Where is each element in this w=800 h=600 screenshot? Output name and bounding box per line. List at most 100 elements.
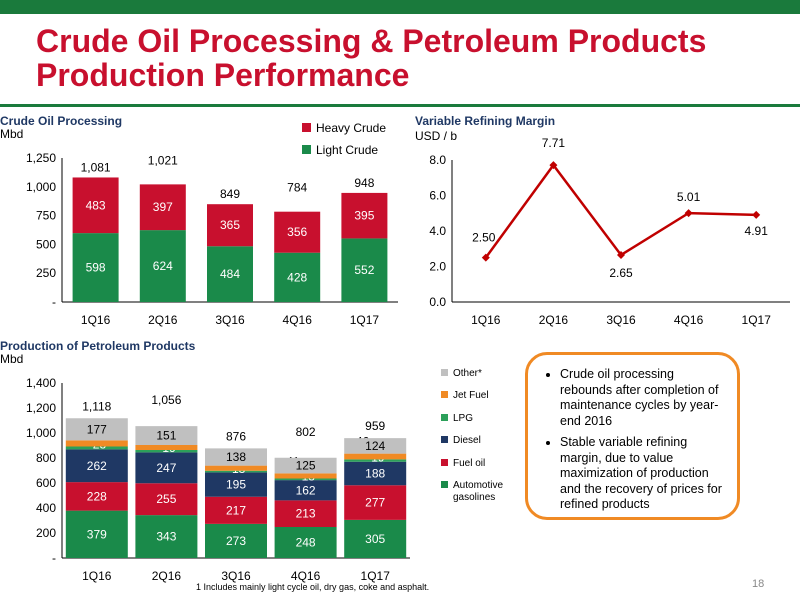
crude-y-tick-1: 250 bbox=[36, 266, 56, 280]
margin-y-tick-3: 6.0 bbox=[429, 189, 446, 203]
crude-bar-light-crude-2q16 bbox=[139, 230, 186, 302]
products-label-automotive-gasolines-4q16: 248 bbox=[296, 536, 316, 550]
products-bar-jet-fuel-4q16 bbox=[274, 473, 337, 479]
crude-total-4q16: 784 bbox=[287, 181, 307, 195]
products-y-tick-4: 800 bbox=[36, 451, 56, 465]
crude-label-light-crude-1q16: 598 bbox=[86, 261, 106, 275]
crude-total-1q17: 948 bbox=[354, 176, 374, 190]
margin-point-4q16 bbox=[684, 209, 693, 218]
crude-bar-light-crude-1q16 bbox=[72, 233, 119, 302]
crude-total-1q16: 1,081 bbox=[81, 160, 111, 174]
products-legend-swatch-other bbox=[441, 369, 448, 376]
products-label-automotive-gasolines-2q16: 343 bbox=[156, 530, 176, 544]
products-y-tick-7: 1,400 bbox=[26, 376, 56, 390]
products-label-fuel-oil-1q16: 228 bbox=[87, 489, 107, 503]
crude-label-light-crude-4q16: 428 bbox=[287, 270, 307, 284]
products-label-diesel-2q16: 247 bbox=[156, 461, 176, 475]
margin-y-tick-2: 4.0 bbox=[429, 224, 446, 238]
margin-label-3q16: 2.65 bbox=[609, 266, 633, 280]
products-legend-swatch-lpg bbox=[441, 414, 448, 421]
products-label-diesel-1q17: 188 bbox=[365, 467, 385, 481]
products-y-tick-3: 600 bbox=[36, 476, 56, 490]
crude-label-heavy-crude-1q16: 483 bbox=[86, 198, 106, 212]
products-label-other-2q16: 151 bbox=[156, 429, 176, 443]
crude-total-3q16: 849 bbox=[220, 187, 240, 201]
products-total-4q16: 802 bbox=[296, 425, 316, 439]
products-label-diesel-4q16: 162 bbox=[296, 483, 316, 497]
products-label-fuel-oil-3q16: 217 bbox=[226, 503, 246, 517]
margin-label-1q16: 2.50 bbox=[472, 231, 496, 245]
products-bar-diesel-3q16 bbox=[205, 472, 267, 497]
margin-chart-unit: USD / b bbox=[415, 129, 457, 143]
products-legend-swatch-diesel bbox=[441, 436, 448, 443]
products-bar-fuel-oil-1q17 bbox=[344, 485, 407, 520]
crude-y-tick-3: 750 bbox=[36, 209, 56, 223]
crude-total-2q16: 1,021 bbox=[148, 153, 178, 167]
products-bar-other-1q16 bbox=[65, 418, 128, 441]
margin-series-line bbox=[484, 163, 757, 259]
crude-label-heavy-crude-3q16: 365 bbox=[220, 218, 240, 232]
products-bar-jet-fuel-1q17 bbox=[344, 453, 407, 460]
summary-note-2: Stable variable refining margin, due to … bbox=[560, 435, 725, 513]
products-bar-automotive-gasolines-3q16 bbox=[205, 523, 267, 558]
crude-legend-light: Light Crude bbox=[316, 143, 378, 157]
products-bar-automotive-gasolines-1q17 bbox=[344, 519, 407, 558]
products-label-other-1q16: 177 bbox=[87, 422, 107, 436]
crude-label-heavy-crude-2q16: 397 bbox=[153, 200, 173, 214]
products-y-tick-5: 1,000 bbox=[26, 426, 56, 440]
products-total-3q16: 876 bbox=[226, 429, 246, 443]
products-bar-other-2q16 bbox=[135, 426, 198, 445]
products-x-tick-4q16: 4Q16 bbox=[291, 569, 321, 583]
products-bar-diesel-4q16 bbox=[274, 480, 337, 501]
products-x-tick-1q17: 1Q17 bbox=[361, 569, 391, 583]
products-bar-jet-fuel-3q16 bbox=[205, 465, 267, 471]
products-y-tick-0: - bbox=[52, 551, 56, 565]
products-bar-fuel-oil-4q16 bbox=[274, 500, 337, 527]
products-label-fuel-oil-2q16: 255 bbox=[156, 492, 176, 506]
products-legend-jet-fuel: Jet Fuel bbox=[453, 390, 489, 401]
crude-bar-light-crude-4q16 bbox=[274, 252, 321, 302]
crude-label-heavy-crude-1q17: 395 bbox=[354, 209, 374, 223]
crude-label-light-crude-3q16: 484 bbox=[220, 267, 240, 281]
products-bar-other-4q16 bbox=[274, 457, 337, 474]
margin-x-tick-2q16: 2Q16 bbox=[539, 313, 569, 327]
products-label-automotive-gasolines-3q16: 273 bbox=[226, 534, 246, 548]
crude-bar-light-crude-1q17 bbox=[341, 238, 388, 302]
crude-bar-heavy-crude-1q16 bbox=[72, 177, 119, 234]
margin-y-tick-4: 8.0 bbox=[429, 153, 446, 167]
crude-x-tick-1q16: 1Q16 bbox=[81, 313, 111, 327]
margin-y-tick-1: 2.0 bbox=[429, 260, 446, 274]
products-bar-other-1q17 bbox=[344, 438, 407, 454]
crude-bar-heavy-crude-3q16 bbox=[207, 204, 253, 247]
crude-chart-unit: Mbd bbox=[0, 127, 23, 141]
margin-point-1q16 bbox=[481, 253, 490, 262]
products-bar-lpg-4q16 bbox=[274, 478, 337, 481]
footnote: 1 Includes mainly light cycle oil, dry g… bbox=[196, 582, 430, 592]
products-total-1q17: 959 bbox=[365, 419, 385, 433]
products-label-diesel-1q16: 262 bbox=[87, 459, 107, 473]
crude-y-tick-5: 1,250 bbox=[26, 151, 56, 165]
margin-label-2q16: 7.71 bbox=[542, 136, 566, 150]
margin-label-1q17: 4.91 bbox=[745, 224, 769, 238]
margin-point-3q16 bbox=[617, 250, 625, 259]
products-chart-title: Production of Petroleum Products bbox=[0, 339, 196, 353]
products-label-automotive-gasolines-1q16: 379 bbox=[87, 527, 107, 541]
crude-y-tick-2: 500 bbox=[36, 237, 56, 251]
crude-x-tick-2q16: 2Q16 bbox=[148, 313, 178, 327]
products-x-tick-2q16: 2Q16 bbox=[152, 569, 182, 583]
products-legend-swatch-fuel-oil bbox=[441, 459, 448, 466]
crude-chart-title: Crude Oil Processing bbox=[0, 114, 122, 128]
crude-legend-swatch-light bbox=[302, 145, 311, 154]
margin-label-4q16: 5.01 bbox=[677, 190, 701, 204]
products-bar-automotive-gasolines-2q16 bbox=[135, 515, 198, 558]
products-bar-jet-fuel-2q16 bbox=[135, 445, 198, 450]
summary-notes-box: Crude oil processing rebounds after comp… bbox=[525, 352, 740, 520]
products-bar-diesel-2q16 bbox=[135, 452, 198, 484]
products-bar-automotive-gasolines-1q16 bbox=[65, 510, 128, 558]
crude-y-tick-0: - bbox=[52, 295, 56, 309]
products-total-2q16: 1,056 bbox=[151, 393, 181, 407]
crude-y-tick-4: 1,000 bbox=[26, 180, 56, 194]
top-brand-bar bbox=[0, 0, 800, 14]
products-label-automotive-gasolines-1q17: 305 bbox=[365, 532, 385, 546]
products-legend-diesel: Diesel bbox=[453, 435, 481, 446]
